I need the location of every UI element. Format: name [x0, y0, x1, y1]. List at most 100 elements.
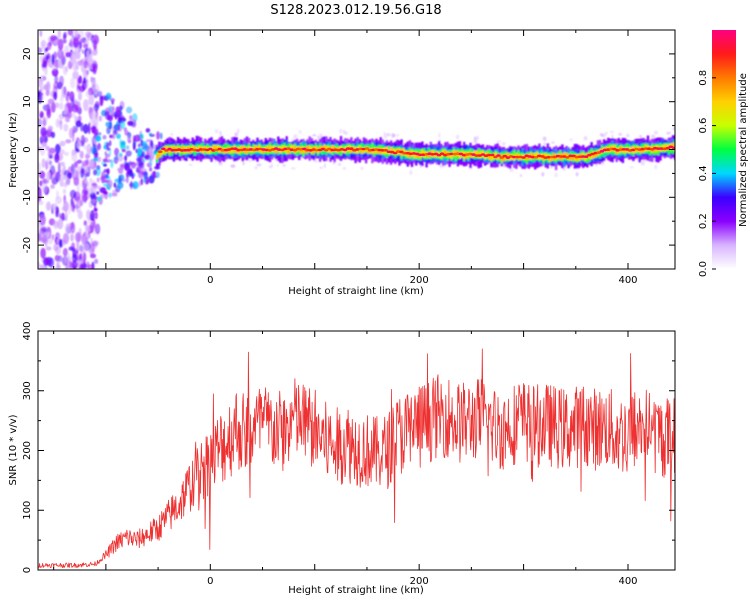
snr-y-tick-label: 300	[22, 381, 33, 400]
spectrogram-cell	[66, 102, 72, 108]
spectrogram-cell	[45, 54, 50, 60]
spectrogram-cell	[74, 60, 80, 69]
spectrogram-cell	[208, 147, 211, 154]
spectrogram-cell	[40, 247, 46, 259]
spectrogram-cell	[77, 101, 81, 109]
spectrogram-cell	[39, 75, 46, 82]
spectrogram-cell	[342, 166, 346, 170]
spectrogram-cell	[39, 214, 46, 226]
spectrogram-cell	[544, 153, 547, 159]
spectrogram-cell	[611, 134, 614, 139]
spectrogram-cell	[268, 146, 272, 152]
spectrogram-cell	[83, 60, 89, 69]
spectrogram-peak	[502, 154, 507, 158]
spectrogram-cell	[496, 140, 502, 143]
spectrogram-cell	[63, 200, 69, 213]
spectrogram-peak	[402, 151, 407, 155]
spectrogram-cell	[149, 175, 154, 181]
spectrogram-cell	[542, 136, 546, 142]
spectrogram-cell	[43, 257, 50, 266]
spectrogram-cell	[58, 213, 62, 218]
spectrogram-cell	[57, 218, 64, 230]
spectrogram-cell	[149, 153, 152, 163]
spectrogram-cell	[138, 161, 144, 169]
spectrogram-peak	[493, 155, 498, 159]
spectrogram-cell	[106, 147, 111, 151]
spectrogram-cell	[509, 168, 514, 173]
spectrogram-cell	[123, 127, 128, 132]
spectrogram-cell	[438, 132, 441, 138]
spectrogram-cell	[654, 164, 658, 170]
spectrogram-cell	[661, 145, 664, 150]
spectrogram-cell	[141, 141, 148, 146]
spectrogram-peak	[665, 146, 670, 150]
spectrogram-cell	[137, 143, 141, 148]
spectrogram-cell	[65, 139, 72, 144]
spectrogram-cell	[623, 147, 627, 154]
spectrogram-cell	[45, 246, 52, 251]
spectrogram-peak	[449, 152, 454, 156]
spectrogram-cell	[71, 53, 77, 66]
spectrogram-cell	[604, 131, 608, 135]
spectrogram-cell	[82, 252, 87, 265]
spectrogram-cell	[39, 264, 44, 269]
spectrogram-peak	[161, 147, 166, 151]
spectrogram-cell	[626, 133, 630, 138]
spectrogram-cell	[59, 75, 64, 87]
spectrogram-cell	[594, 151, 597, 158]
spectrogram-peak	[612, 147, 617, 151]
spectrogram-cell	[118, 174, 125, 182]
spectrogram-cell	[156, 154, 159, 160]
snr-y-tick-label: 100	[22, 501, 33, 520]
spectrogram-cell	[87, 264, 94, 269]
spectrogram-cell	[383, 136, 388, 139]
spectrogram-cell	[59, 176, 64, 187]
spectrogram-cell	[319, 133, 323, 139]
spectrogram-peak	[540, 155, 545, 158]
spectrogram-cell	[130, 161, 136, 169]
spectrogram-peak	[399, 150, 404, 154]
spectrogram-cell	[60, 161, 65, 166]
spectrogram-cell	[565, 152, 568, 159]
spectrogram-cell	[55, 102, 60, 109]
spectrogram-cell	[145, 139, 153, 143]
spectrogram-cell	[64, 111, 67, 123]
spectrogram-cell	[490, 153, 493, 161]
spectrogram-cell	[62, 65, 68, 76]
spectrogram-cell	[45, 89, 50, 97]
spectrogram-cell	[45, 145, 50, 151]
spectrogram-cell	[256, 163, 262, 167]
spectrogram-cell	[39, 91, 45, 101]
snr-x-tick-label: 200	[410, 576, 429, 587]
spectrogram-cell	[39, 86, 44, 92]
spectrogram-cell	[41, 181, 48, 194]
spectrogram-cell	[181, 145, 184, 151]
spectrogram-peak	[643, 147, 648, 150]
spectrogram-cell	[46, 108, 52, 119]
spectrogram-cell	[254, 145, 257, 151]
spectrogram-cell	[99, 100, 104, 107]
spectrogram-peak	[220, 148, 225, 152]
spectrogram-cell	[494, 152, 497, 159]
spectrogram-cell	[94, 224, 99, 231]
spectrogram-peak	[230, 147, 235, 150]
spectrogram-cell	[145, 128, 151, 133]
spectrogram-cell	[88, 94, 95, 106]
spectrogram-cell	[96, 185, 102, 190]
spectrogram-peak	[656, 147, 661, 150]
spectrogram-cell	[44, 47, 49, 53]
spectrogram-cell	[44, 241, 48, 248]
colorbar-tick-label: 0.8	[698, 70, 709, 86]
spectrogram-cell	[119, 163, 126, 168]
spectrogram-cell	[63, 31, 67, 39]
spectrogram-cell	[97, 143, 102, 150]
spectrogram-cell	[87, 216, 91, 225]
spectrogram-cell	[473, 136, 477, 141]
spectrogram-cell	[386, 133, 391, 137]
spectrogram-cell	[92, 48, 98, 56]
spectrogram-peak	[383, 149, 388, 152]
spectrogram-cell	[76, 81, 81, 93]
spectrogram-cell	[70, 233, 74, 242]
spectrogram-peak	[342, 148, 348, 152]
